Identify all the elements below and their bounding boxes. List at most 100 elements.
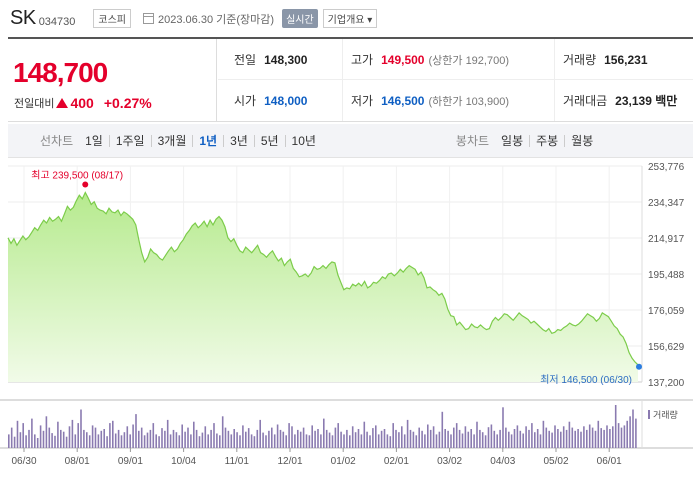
volume-bar xyxy=(499,429,501,448)
volume-bar xyxy=(565,429,568,448)
volume-bar xyxy=(453,427,455,448)
volume-bar xyxy=(190,434,192,448)
volume-bar xyxy=(629,416,631,448)
volume-bar xyxy=(259,419,261,448)
x-tick-label: 02/01 xyxy=(384,456,409,467)
tab-monthly[interactable]: 월봉 xyxy=(564,134,599,147)
volume-bar xyxy=(83,429,85,448)
volume-bar xyxy=(311,425,313,448)
volume-bar xyxy=(230,434,233,448)
volume-bar xyxy=(60,429,62,448)
volume-bar xyxy=(172,429,175,448)
price-summary: 148,700 전일대비 400 +0.27% 전일 148,300 고가 14… xyxy=(8,37,693,122)
price-chart: 253,776 234,347 214,917 195,488 176,059 156,6… xyxy=(0,162,693,467)
tab-10y[interactable]: 10년 xyxy=(284,134,322,147)
upper-limit: (상한가 192,700) xyxy=(428,54,509,67)
tab-5y[interactable]: 5년 xyxy=(253,134,285,147)
x-tick-label: 06/01 xyxy=(597,456,622,467)
volume-bar xyxy=(389,436,392,448)
volume-legend-swatch xyxy=(648,410,650,419)
volume-bar xyxy=(366,431,368,448)
tab-3y[interactable]: 3년 xyxy=(223,134,254,147)
volume-bar xyxy=(487,427,490,448)
volume-bar xyxy=(39,425,42,448)
volume-bar xyxy=(458,429,461,448)
volume-bar xyxy=(421,430,423,448)
volume-bar xyxy=(106,436,108,448)
company-info-button[interactable]: 기업개요 ▾ xyxy=(322,9,378,28)
volume-bar xyxy=(25,435,27,448)
tab-3m[interactable]: 3개월 xyxy=(150,134,193,147)
volume-bar xyxy=(305,434,308,448)
x-tick-label: 10/04 xyxy=(171,456,196,467)
volume-bar xyxy=(221,416,224,448)
volume-bar xyxy=(571,427,574,448)
volume-bar xyxy=(606,425,608,448)
volume-bar xyxy=(614,405,617,448)
volume-bar xyxy=(247,428,250,448)
volume-bar xyxy=(204,426,207,448)
volume-bar xyxy=(554,425,556,448)
volume-bar xyxy=(455,423,458,448)
volume-bar xyxy=(473,434,475,448)
volume-bar xyxy=(435,434,438,448)
volume-bar xyxy=(245,431,247,448)
volume-bar xyxy=(77,423,79,448)
volume-bar xyxy=(392,423,394,448)
volume-bar xyxy=(135,414,137,448)
volume-bar xyxy=(308,435,311,448)
line-chart-label: 선차트 xyxy=(40,134,74,148)
volume-bar xyxy=(100,430,103,448)
volume-bar xyxy=(432,426,435,448)
volume-bar xyxy=(525,426,527,448)
volume-bar xyxy=(22,423,24,448)
volume-bar xyxy=(28,429,30,448)
open-label: 시가 xyxy=(234,94,257,108)
volume-bar xyxy=(184,431,186,448)
amount-label: 거래대금 xyxy=(563,94,608,108)
volume-bar xyxy=(398,432,400,448)
tab-1w[interactable]: 1주일 xyxy=(108,134,151,147)
volume-bar xyxy=(594,430,597,448)
volume-bar xyxy=(279,429,282,448)
tab-daily[interactable]: 일봉 xyxy=(501,133,524,148)
volume-bar xyxy=(97,434,100,448)
volume-bar xyxy=(282,431,285,448)
volume-bar xyxy=(612,426,614,448)
volume-bar xyxy=(140,427,143,448)
volume-bar xyxy=(198,436,201,448)
open-value: 148,000 xyxy=(264,93,308,108)
volume-label: 거래량 xyxy=(563,53,597,67)
tab-1d[interactable]: 1일 xyxy=(85,133,103,148)
volume-bar xyxy=(580,431,582,448)
volume-bar xyxy=(372,428,374,448)
volume-bar xyxy=(360,434,363,448)
x-tick-label: 01/02 xyxy=(331,456,356,467)
volume-bar xyxy=(62,431,65,448)
volume-bar xyxy=(216,433,218,448)
tab-1y[interactable]: 1년 xyxy=(192,134,223,147)
volume-bar xyxy=(438,431,441,448)
volume-bar xyxy=(476,421,478,448)
realtime-button[interactable]: 실시간 xyxy=(282,9,318,28)
volume-bar xyxy=(490,424,493,448)
low-cell: 저가 146,500 (하한가 103,900) xyxy=(342,80,554,121)
volume-bar xyxy=(516,425,519,448)
volume-bar xyxy=(577,429,579,448)
volume-bar xyxy=(591,427,594,448)
volume-bar xyxy=(103,429,105,448)
volume-bar xyxy=(377,434,380,448)
volume-bar xyxy=(74,434,77,448)
tab-weekly[interactable]: 주봉 xyxy=(529,134,564,147)
volume-bar xyxy=(551,432,553,448)
volume-bar xyxy=(276,424,279,448)
volume-bar xyxy=(568,421,571,448)
volume-bars: 거래량 xyxy=(8,405,678,448)
y-tick-label: 137,200 xyxy=(648,378,685,389)
volume-bar xyxy=(45,416,48,448)
chart-period-tabs: 선차트 1일 1주일 3개월 1년 3년 5년 10년 봉차트 일봉 주봉 월봉 xyxy=(8,124,693,158)
volume-bar xyxy=(395,429,397,448)
high-marker xyxy=(82,181,89,188)
volume-bar xyxy=(288,423,290,448)
volume-bar xyxy=(505,427,507,448)
